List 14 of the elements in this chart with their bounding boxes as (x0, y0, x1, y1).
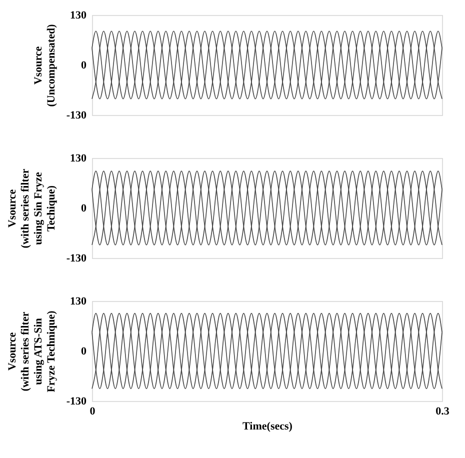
x-axis-title: Time(secs) (242, 420, 293, 432)
y-axis-title: Vsource (with series filter using ATS-Sin Fryze Technique) (6, 310, 58, 392)
y-tick-label: 130 (70, 152, 87, 164)
y-tick-label: 0 (81, 346, 87, 358)
x-tick-label: 0.3 (436, 406, 450, 418)
y-axis-title: Vsource (with series filter using Sin Fryze Techique) (6, 168, 58, 248)
y-tick-label: 0 (81, 202, 87, 214)
y-tick-label: -130 (66, 396, 87, 408)
y-tick-label: 130 (70, 10, 87, 22)
y-tick-label: 130 (70, 296, 87, 308)
y-tick-label: 0 (81, 60, 87, 72)
y-tick-label: -130 (66, 252, 87, 264)
y-axis-title: Vsource (Uncompensated) (32, 24, 58, 107)
y-tick-label: -130 (66, 110, 87, 122)
